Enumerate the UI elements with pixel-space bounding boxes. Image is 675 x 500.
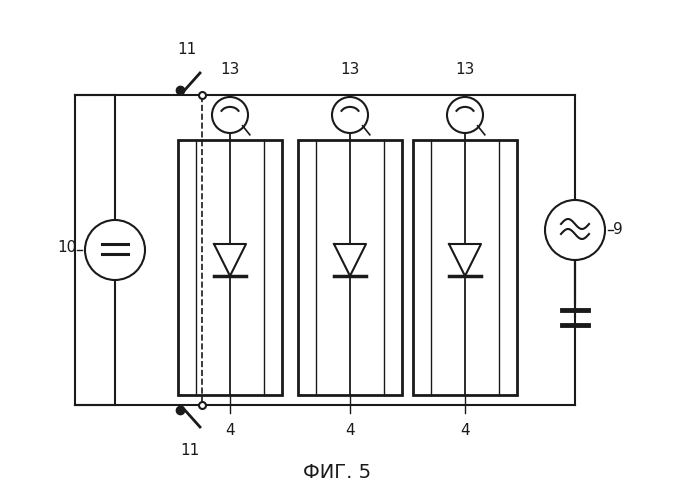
Circle shape: [85, 220, 145, 280]
Text: 11: 11: [178, 42, 196, 57]
Text: 13: 13: [340, 62, 360, 77]
Bar: [413, 140, 517, 395]
Text: 13: 13: [220, 62, 240, 77]
Text: 11: 11: [180, 443, 200, 458]
Circle shape: [545, 200, 605, 260]
Text: 10: 10: [58, 240, 77, 256]
Circle shape: [332, 97, 368, 133]
Text: ФИГ. 5: ФИГ. 5: [303, 462, 371, 481]
Text: 4: 4: [225, 423, 235, 438]
Text: 4: 4: [460, 423, 470, 438]
Circle shape: [212, 97, 248, 133]
Bar: [298, 140, 402, 395]
Text: 13: 13: [456, 62, 475, 77]
Circle shape: [447, 97, 483, 133]
Bar: [178, 140, 282, 395]
Text: 9: 9: [613, 222, 623, 238]
Text: 4: 4: [345, 423, 355, 438]
